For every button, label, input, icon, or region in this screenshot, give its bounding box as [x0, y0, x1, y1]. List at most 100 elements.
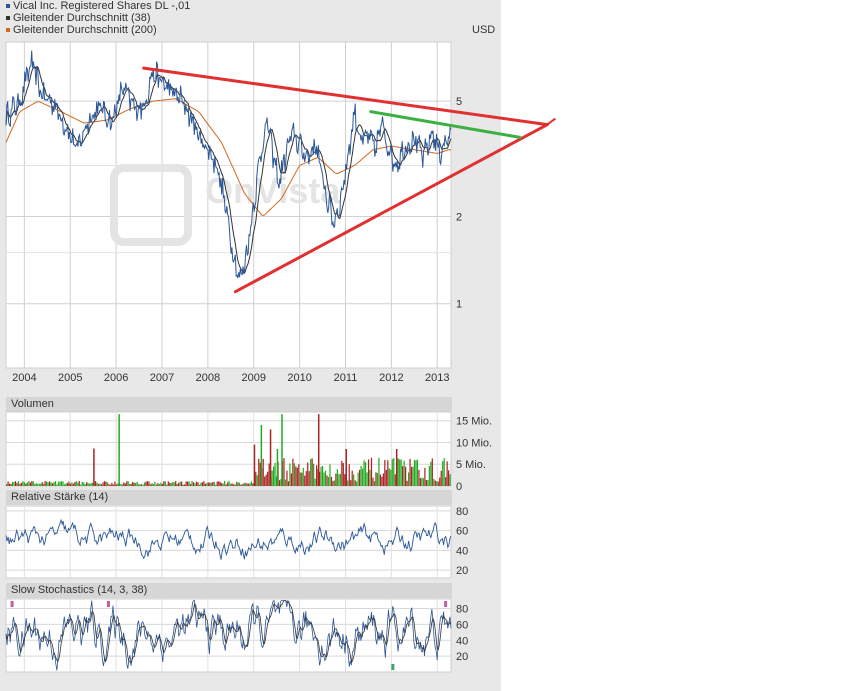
volume-bar: [313, 463, 315, 486]
volume-bar: [142, 484, 144, 486]
volume-bar: [225, 484, 227, 486]
volume-bar: [264, 476, 266, 486]
volume-bar: [120, 484, 122, 486]
volume-bar: [258, 458, 260, 486]
volume-bar: [290, 473, 292, 486]
volume-bar: [184, 484, 186, 486]
volume-bar: [105, 481, 107, 486]
rsi-y-tick-label: 80: [456, 506, 468, 518]
volume-bar: [51, 483, 54, 486]
volume-bar: [87, 482, 89, 486]
volume-bar: [178, 482, 180, 486]
volume-bar: [289, 463, 291, 486]
volume-bar: [316, 465, 318, 486]
y-tick-label: 1: [456, 299, 462, 311]
volume-bar: [324, 470, 327, 486]
volume-bar: [100, 484, 103, 486]
volume-panel-title: Volumen: [6, 397, 452, 412]
volume-bar: [129, 483, 131, 486]
volume-bar: [185, 481, 187, 486]
volume-bar: [422, 478, 425, 486]
volume-bar: [301, 472, 303, 486]
volume-bar: [280, 479, 282, 486]
volume-bar: [68, 481, 70, 486]
volume-bar: [72, 483, 74, 486]
volume-bar: [268, 463, 270, 486]
volume-y-tick-label: 10 Mio.: [456, 437, 492, 449]
volume-bar: [342, 463, 344, 486]
volume-bar: [321, 465, 324, 486]
volume-bar: [44, 481, 46, 486]
volume-bar: [103, 481, 106, 486]
volume-bar: [126, 481, 128, 486]
volume-bar: [60, 481, 63, 486]
volume-bar: [188, 481, 190, 486]
stoch-marker: [391, 664, 395, 670]
volume-bar: [28, 481, 30, 486]
volume-bar: [314, 478, 316, 486]
volume-bar: [224, 480, 226, 486]
volume-bar: [385, 470, 387, 486]
volume-bar: [231, 483, 233, 486]
volume-bar: [360, 465, 362, 486]
volume-bar: [90, 482, 92, 486]
volume-bar: [170, 482, 172, 486]
volume-spike-bar: [345, 449, 347, 486]
volume-bar: [160, 482, 162, 486]
legend-label-ma38: Gleitender Durchschnitt (38): [13, 12, 151, 24]
volume-bar: [41, 482, 43, 486]
volume-bar: [176, 484, 178, 486]
volume-bar: [152, 484, 155, 486]
stoch-panel-title: Slow Stochastics (14, 3, 38): [6, 583, 452, 598]
legend-item-price: Vical Inc. Registered Shares DL -,01: [6, 0, 190, 12]
volume-bar: [136, 481, 138, 486]
volume-bar: [209, 482, 211, 486]
volume-bar: [11, 481, 14, 486]
volume-bar: [240, 484, 242, 486]
volume-bar: [403, 460, 405, 486]
volume-bar: [413, 460, 416, 486]
x-tick-label: 2006: [104, 372, 128, 384]
volume-bar: [259, 462, 261, 486]
volume-bar: [148, 481, 150, 486]
volume-bar: [333, 480, 336, 486]
volume-spike-bar: [93, 448, 95, 486]
volume-bar: [161, 483, 163, 486]
volume-bar: [172, 482, 174, 486]
x-tick-label: 2011: [334, 372, 358, 384]
volume-bar: [339, 473, 341, 486]
watermark-logo: [110, 164, 192, 246]
volume-bar: [99, 483, 101, 486]
volume-bar: [158, 484, 160, 486]
volume-bar: [135, 482, 137, 486]
legend-item-ma38: Gleitender Durchschnitt (38): [6, 12, 151, 24]
x-tick-label: 2005: [58, 372, 82, 384]
volume-bar: [204, 483, 206, 486]
x-tick-label: 2007: [150, 372, 174, 384]
volume-bar: [286, 470, 288, 486]
volume-bar: [252, 483, 254, 486]
volume-bar: [367, 459, 370, 486]
price-plot-area: [5, 41, 452, 369]
volume-spike-bar: [269, 429, 272, 486]
volume-bar: [267, 471, 269, 486]
volume-bar: [186, 481, 189, 486]
volume-bar: [382, 473, 384, 486]
volume-bar: [372, 477, 374, 486]
volume-bar: [114, 481, 116, 486]
volume-bar: [89, 483, 91, 486]
rsi-plot-area: [5, 505, 452, 579]
volume-bar: [275, 476, 278, 486]
volume-bar: [327, 476, 330, 486]
volume-bar: [406, 480, 408, 486]
channel-top-trendline: [369, 110, 522, 139]
stoch-k-line: [5, 599, 452, 671]
volume-bar: [397, 458, 399, 486]
volume-bar: [271, 470, 273, 486]
volume-bar: [344, 474, 346, 486]
volume-bar: [329, 464, 331, 486]
volume-bar: [436, 481, 438, 486]
x-tick-label: 2010: [287, 372, 311, 384]
volume-bar: [278, 480, 281, 486]
volume-bar: [350, 480, 352, 486]
